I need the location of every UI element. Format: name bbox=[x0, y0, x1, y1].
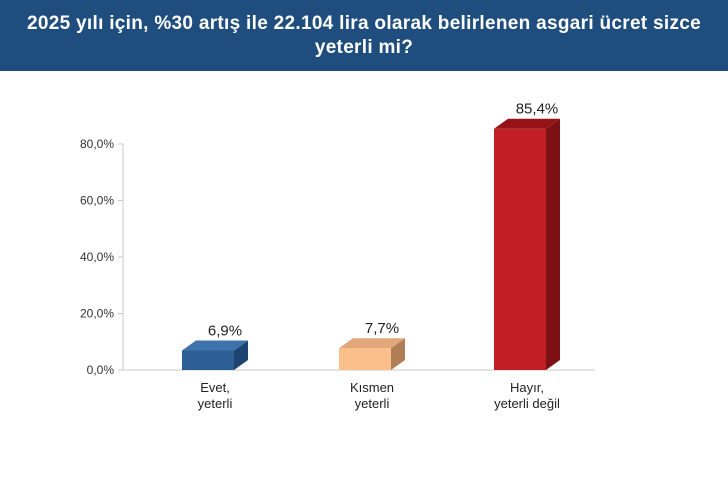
bar-top bbox=[182, 340, 248, 351]
category-label: Kısmen bbox=[350, 380, 394, 395]
chart-labels: 6,9%Evet,yeterli7,7%Kısmenyeterli85,4%Ha… bbox=[198, 101, 560, 411]
bar-top bbox=[339, 338, 405, 349]
chart-bars bbox=[182, 118, 560, 370]
category-label: yeterli değil bbox=[494, 396, 560, 411]
y-axis-ticks: 0,0% 20,0% 40,0% 60,0% 80,0% bbox=[80, 137, 123, 377]
data-label: 7,7% bbox=[365, 320, 399, 337]
bar-chart: 0,0%20,0%40,0%60,0%80,0% 6,9%Evet,yeterl… bbox=[80, 101, 595, 411]
bar-front bbox=[339, 348, 391, 370]
data-label: 6,9% bbox=[208, 323, 242, 340]
bar-top bbox=[494, 118, 560, 129]
bar-side bbox=[546, 118, 560, 370]
y-tick-label: 60,0% bbox=[80, 194, 114, 208]
category-label: Evet, bbox=[200, 380, 230, 395]
y-tick-label: 0,0% bbox=[87, 363, 115, 377]
chart-title: 2025 yılı için, %30 artış ile 22.104 lir… bbox=[27, 12, 701, 58]
y-tick-label: 80,0% bbox=[80, 137, 114, 151]
bar bbox=[182, 340, 248, 370]
bar-side bbox=[391, 338, 405, 370]
data-label: 85,4% bbox=[516, 101, 559, 118]
chart-header: 2025 yılı için, %30 artış ile 22.104 lir… bbox=[0, 0, 728, 71]
y-tick-label: 40,0% bbox=[80, 250, 114, 264]
bar-front bbox=[182, 350, 234, 370]
bar-side bbox=[234, 340, 248, 370]
category-label: yeterli bbox=[355, 396, 390, 411]
bar bbox=[494, 118, 560, 370]
category-label: Hayır, bbox=[510, 380, 544, 395]
category-label: yeterli bbox=[198, 396, 233, 411]
bar bbox=[339, 338, 405, 370]
bar-front bbox=[494, 128, 546, 370]
y-tick-label: 20,0% bbox=[80, 307, 114, 321]
